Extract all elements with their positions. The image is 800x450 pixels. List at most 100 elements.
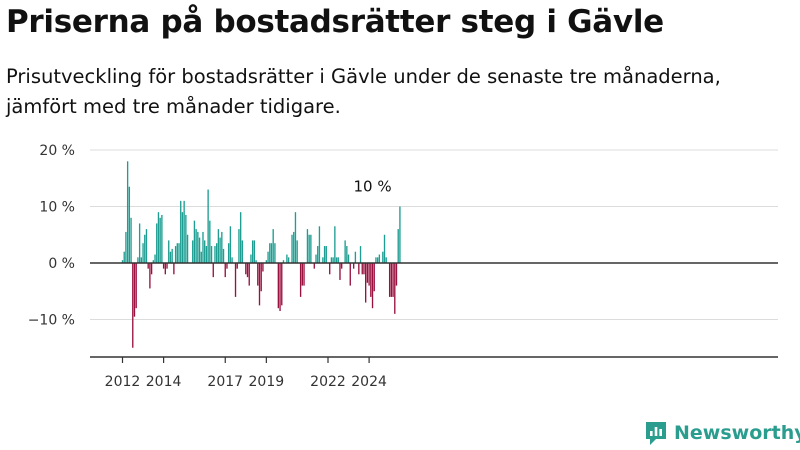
bar (228, 243, 230, 263)
bar (390, 263, 393, 297)
bar (174, 246, 177, 263)
bar (294, 212, 297, 263)
bar (286, 254, 288, 263)
bar (246, 263, 249, 278)
bar (368, 263, 370, 286)
bar (222, 248, 225, 264)
axes (90, 262, 778, 358)
bar (224, 263, 226, 278)
bar (335, 257, 338, 263)
bar (192, 240, 194, 263)
bar (205, 246, 208, 263)
annotations: 10 % (353, 178, 391, 196)
x-axis-labels: 2012 2014 2017 2019 2022 2024 (105, 357, 387, 390)
bar (366, 263, 369, 283)
bar (277, 263, 280, 309)
bar (397, 229, 399, 263)
bar (334, 226, 336, 263)
y-tick-label: 10 % (39, 200, 75, 216)
bar (210, 246, 213, 263)
bar (241, 240, 244, 263)
bar (310, 234, 312, 263)
bar (344, 240, 346, 263)
bar (358, 263, 360, 275)
bar (318, 226, 321, 263)
bar (291, 234, 293, 263)
bar (363, 263, 365, 275)
bar (133, 263, 136, 317)
bar (383, 234, 386, 263)
bar (132, 263, 134, 348)
bar (128, 186, 131, 263)
bar (149, 263, 151, 289)
x-tick-label: 2022 (310, 374, 346, 390)
bar (279, 263, 281, 312)
bar (193, 220, 196, 264)
bar (250, 254, 252, 263)
bar (161, 214, 163, 263)
bar (157, 212, 160, 263)
bar (301, 263, 303, 286)
bar (198, 237, 201, 263)
bar (257, 263, 259, 286)
bar (385, 257, 387, 263)
brand-logo: Newsworthy (644, 420, 800, 446)
bar (125, 231, 127, 263)
bar (274, 243, 276, 263)
bar (306, 229, 309, 263)
bar (171, 248, 173, 264)
bar (166, 263, 168, 269)
bar (317, 246, 319, 263)
bar (123, 251, 125, 263)
bar (388, 263, 391, 297)
bar (137, 257, 139, 263)
bar (399, 206, 401, 263)
grid-lines (90, 149, 778, 320)
bar (219, 237, 221, 263)
bar (226, 263, 228, 269)
chart-title: Priserna på bostadsrätter steg i Gävle (6, 4, 664, 40)
bar (207, 189, 209, 263)
x-tick-label: 2014 (146, 374, 182, 390)
x-tick-label: 2024 (351, 374, 387, 390)
brand-name: Newsworthy (674, 422, 800, 444)
bar (361, 263, 363, 275)
bar (204, 240, 206, 263)
y-axis-labels: −10 % 0 % 10 % 20 % (28, 143, 75, 329)
bar (152, 260, 154, 263)
bar (144, 234, 146, 263)
bar (341, 263, 343, 269)
bar (121, 260, 124, 263)
annotation-label: 10 % (353, 178, 391, 196)
bar (169, 251, 172, 263)
bar (313, 263, 315, 269)
bar (375, 257, 377, 263)
bar (180, 200, 182, 263)
bar (287, 257, 290, 263)
bar (234, 263, 237, 297)
bar (181, 212, 184, 263)
bar (221, 231, 223, 263)
bar (330, 257, 333, 263)
bar (332, 257, 334, 263)
y-tick-label: 20 % (39, 143, 75, 159)
bar (281, 263, 283, 306)
bar (185, 214, 187, 263)
bar (156, 223, 158, 263)
bar (347, 254, 350, 263)
bar (376, 257, 379, 263)
bar (293, 231, 295, 263)
bar (239, 212, 242, 263)
bar (270, 243, 273, 263)
bar (130, 217, 132, 263)
bar (159, 217, 161, 263)
bar (147, 263, 149, 269)
bar (178, 243, 180, 263)
bar (329, 263, 331, 275)
bar (197, 231, 199, 263)
bar (202, 231, 204, 263)
bar (323, 246, 326, 263)
bar (214, 246, 216, 263)
y-tick-label: −10 % (28, 313, 75, 329)
newsworthy-logo-icon (646, 422, 666, 445)
